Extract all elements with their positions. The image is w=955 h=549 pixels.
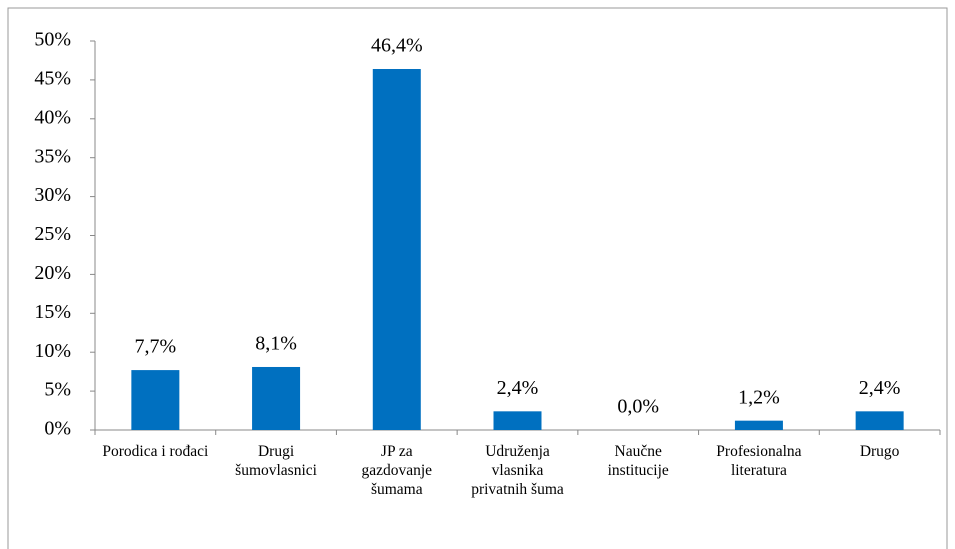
y-tick-label: 15% xyxy=(34,301,71,323)
bar xyxy=(493,411,542,430)
value-label: 1,2% xyxy=(738,386,780,408)
x-tick-label: Drugo xyxy=(859,443,900,460)
y-tick-label: 5% xyxy=(44,379,71,401)
value-label: 8,1% xyxy=(255,333,297,355)
y-tick-label: 10% xyxy=(34,340,71,362)
y-tick-label: 30% xyxy=(34,184,71,206)
value-label: 46,4% xyxy=(371,35,423,57)
value-label: 2,4% xyxy=(859,377,901,399)
y-tick-label: 20% xyxy=(34,262,71,284)
bar xyxy=(372,69,421,431)
bar xyxy=(734,420,783,430)
value-label: 0,0% xyxy=(617,396,659,418)
bar xyxy=(131,370,180,430)
y-tick-label: 0% xyxy=(44,418,71,440)
x-tick-label: Drugi šumovlasnici xyxy=(235,443,317,479)
value-label: 7,7% xyxy=(135,336,177,358)
y-tick-label: 50% xyxy=(34,29,71,51)
x-tick-label: Udruženja vlasnika privatnih šuma xyxy=(471,443,564,498)
value-label: 2,4% xyxy=(497,377,539,399)
x-tick-label: Porodica i rođaci xyxy=(102,443,209,460)
bar xyxy=(252,366,301,430)
bar xyxy=(855,411,904,430)
y-tick-label: 25% xyxy=(34,223,71,245)
x-tick-label: Naučne institucije xyxy=(607,443,669,479)
y-tick-label: 40% xyxy=(34,106,71,128)
frame xyxy=(7,7,948,549)
x-tick-label: JP za gazdovanje šumama xyxy=(361,443,433,498)
y-tick-label: 45% xyxy=(34,67,71,89)
x-tick-label: Profesionalna literatura xyxy=(716,443,802,479)
y-tick-label: 35% xyxy=(34,145,71,167)
